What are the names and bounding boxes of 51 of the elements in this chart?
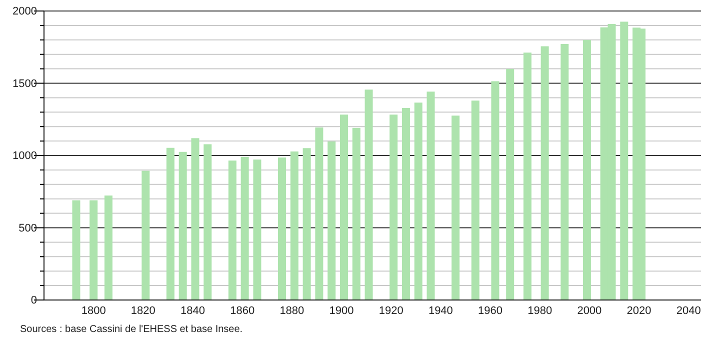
x-tick-label: 1800 xyxy=(81,304,106,317)
y-tick-label: 2000 xyxy=(12,6,37,18)
bar xyxy=(471,100,480,300)
bar xyxy=(540,46,549,300)
x-tick-label: 1920 xyxy=(378,304,404,317)
x-tick-label: 1940 xyxy=(428,304,453,317)
y-tick-label: 500 xyxy=(18,222,37,234)
y-tick-label: 1500 xyxy=(12,78,37,90)
bar xyxy=(390,114,398,300)
bar xyxy=(253,160,262,300)
x-tick-label: 2020 xyxy=(626,304,652,317)
bar xyxy=(414,102,422,300)
bar xyxy=(178,152,187,300)
bar xyxy=(426,92,435,300)
bar xyxy=(523,52,532,300)
x-tick-label: 2000 xyxy=(577,304,602,317)
bar xyxy=(72,200,80,300)
bar xyxy=(166,148,174,300)
y-tick-label: 0 xyxy=(30,294,37,307)
bar xyxy=(228,160,236,300)
bar xyxy=(340,114,348,300)
bar xyxy=(142,170,150,300)
bar xyxy=(364,90,373,300)
bar xyxy=(290,151,298,300)
x-tick-label: 1960 xyxy=(478,304,503,317)
bar xyxy=(240,156,249,300)
bar xyxy=(560,44,569,300)
x-tick-label: 1860 xyxy=(230,304,255,317)
bar xyxy=(352,128,360,300)
x-tick-label: 2040 xyxy=(676,304,701,317)
x-tick-label: 1820 xyxy=(130,304,156,317)
x-tick-label: 1900 xyxy=(329,304,354,317)
bar xyxy=(491,81,500,300)
bar xyxy=(328,141,336,300)
bar xyxy=(90,200,98,300)
bar xyxy=(191,138,200,300)
bar xyxy=(582,40,591,300)
x-tick-label: 1880 xyxy=(280,304,304,317)
y-tick-label: 1000 xyxy=(12,150,37,162)
bar xyxy=(315,127,324,300)
bar xyxy=(620,22,628,300)
bar xyxy=(204,144,212,300)
x-tick-label: 1980 xyxy=(528,304,552,317)
bar xyxy=(104,196,112,300)
bar xyxy=(278,158,286,300)
bar xyxy=(452,116,460,300)
bar xyxy=(506,68,514,300)
bar xyxy=(302,148,311,300)
source-note: Sources : base Cassini de l'EHESS et base Insee. xyxy=(20,324,243,335)
bar xyxy=(402,108,410,300)
x-tick-label: 1840 xyxy=(180,304,205,317)
